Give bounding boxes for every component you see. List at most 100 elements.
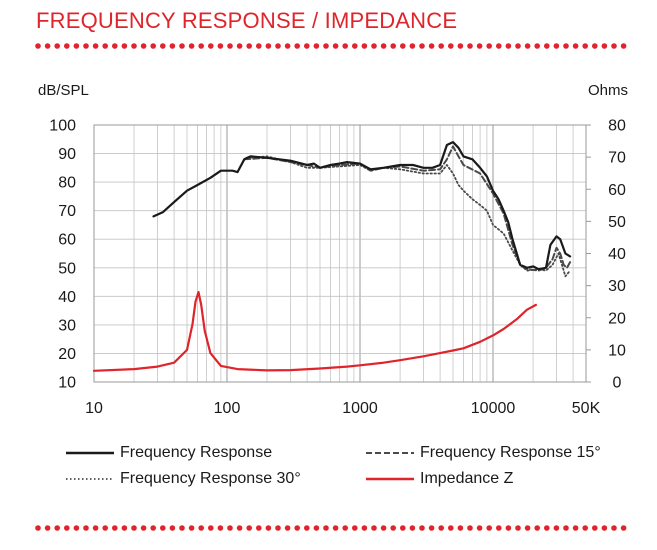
divider-dot (428, 43, 435, 49)
legend-label: Frequency Response 15° (420, 444, 601, 461)
divider-dot (371, 525, 377, 531)
y-left-tick-label: 70 (58, 203, 76, 220)
y-right-tick-label: 30 (608, 278, 626, 295)
divider-dot (342, 525, 349, 531)
y-right-tick-label: 20 (608, 310, 626, 327)
divider-dot (150, 43, 156, 49)
divider-dot (467, 43, 473, 49)
divider-dot (400, 525, 406, 531)
divider-dot (150, 525, 156, 531)
y-right-tick-label: 60 (608, 182, 626, 199)
y-left-tick-label: 50 (58, 260, 76, 277)
divider-dot (620, 43, 627, 49)
divider-dot (553, 525, 560, 531)
legend-item-frequency-response-30: Frequency Response 30° (66, 470, 301, 488)
divider-dot (380, 43, 387, 49)
divider-dot (352, 525, 358, 531)
divider-dot (140, 525, 147, 531)
divider-dot (265, 43, 272, 49)
divider-dot (227, 525, 233, 531)
divider-dot (505, 43, 512, 49)
legend-item-frequency-response: Frequency Response (66, 444, 272, 462)
y-left-tick-label: 100 (49, 118, 76, 135)
divider-dot (505, 525, 512, 531)
divider-dot (496, 43, 502, 49)
divider-dot (217, 525, 224, 531)
divider-dot (448, 43, 454, 49)
divider-dot (112, 43, 118, 49)
x-tick-label: 1000 (342, 400, 378, 417)
divider-dot (572, 525, 579, 531)
divider-dot (515, 43, 521, 49)
divider-dot (256, 43, 262, 49)
y-left-tick-label: 90 (58, 146, 76, 163)
divider-dot (620, 525, 627, 531)
series-line-impedance-z (92, 291, 537, 372)
divider-dot (457, 43, 464, 49)
divider-dot (400, 43, 406, 49)
divider-dot (275, 525, 281, 531)
divider-dot (361, 43, 368, 49)
divider-dot (131, 525, 137, 531)
x-tick-label: 10 (85, 400, 103, 417)
divider-dot (486, 43, 493, 49)
divider-dot (601, 43, 608, 49)
divider-dot (217, 43, 224, 49)
legend-swatch-dashed (366, 452, 414, 454)
divider-dot (54, 525, 60, 531)
divider-dot (169, 43, 176, 49)
divider-dot (121, 43, 128, 49)
divider-dot (323, 525, 329, 531)
divider-dot (467, 525, 473, 531)
divider-dot (121, 525, 128, 531)
divider-dot (160, 43, 166, 49)
divider-dot (313, 525, 320, 531)
divider-dot (83, 525, 89, 531)
divider-dot (188, 525, 195, 531)
y-left-axis-label: dB/SPL (38, 82, 89, 99)
divider-dot (73, 43, 80, 49)
legend-label: Frequency Response (120, 444, 273, 461)
divider-dot (419, 43, 425, 49)
divider-dot (448, 525, 454, 531)
x-tick-label: 100 (214, 400, 241, 417)
divider-dot (438, 525, 445, 531)
legend-label: Impedance Z (420, 470, 514, 487)
legend-swatch-dotted (66, 478, 114, 480)
plot-area (94, 125, 586, 382)
divider-dot (582, 43, 588, 49)
divider-dot (342, 43, 349, 49)
divider-dot (64, 525, 70, 531)
divider-dot (428, 525, 435, 531)
divider-dot (275, 43, 281, 49)
divider-dot (236, 525, 243, 531)
divider-dot (592, 43, 598, 49)
legend-item-frequency-response-15: Frequency Response 15° (366, 444, 601, 462)
divider-dot (140, 43, 147, 49)
divider-dot (409, 43, 416, 49)
divider-dot (524, 43, 531, 49)
y-left-tick-label: 20 (58, 346, 76, 363)
divider-dot (304, 43, 310, 49)
divider-dot (246, 43, 252, 49)
divider-dot (256, 525, 262, 531)
divider-dot (92, 43, 99, 49)
y-left-tick-label: 60 (58, 232, 76, 249)
divider-dot (73, 525, 80, 531)
series-line-frequency-response-30 (245, 155, 571, 278)
divider-dot (486, 525, 493, 531)
divider-dot (284, 43, 291, 49)
divider-dot (112, 525, 118, 531)
divider-dot (35, 43, 41, 49)
divider-dot (102, 43, 108, 49)
series-line-frequency-response (152, 141, 572, 271)
divider-dot (313, 43, 320, 49)
y-right-tick-label: 40 (608, 246, 626, 263)
divider-dot (352, 43, 358, 49)
divider-dot (54, 43, 60, 49)
divider-dot (284, 525, 291, 531)
divider-dot (83, 43, 89, 49)
divider-dot (304, 525, 310, 531)
divider-dot (601, 525, 608, 531)
divider-dot (515, 525, 521, 531)
